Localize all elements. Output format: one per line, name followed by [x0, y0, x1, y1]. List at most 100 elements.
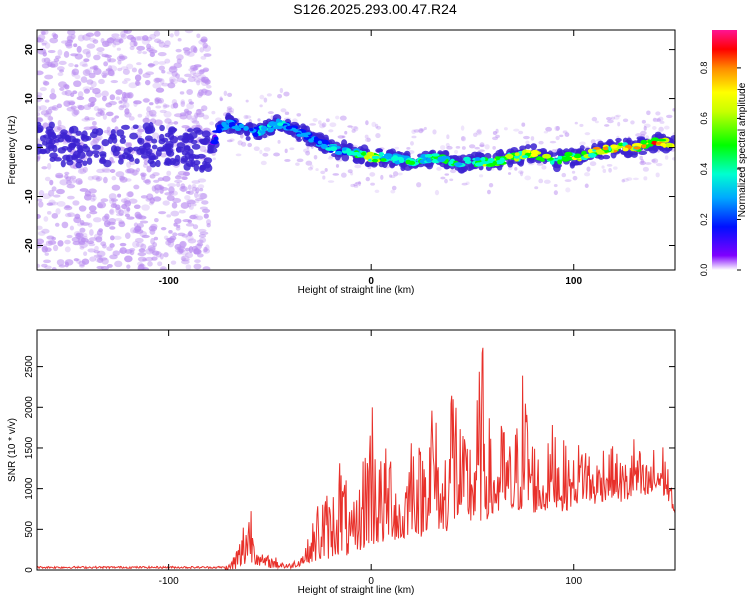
spectrogram-noise-blob: [354, 164, 362, 169]
spectrogram-noise-blob: [309, 164, 314, 170]
spectrogram-ridge-core: [313, 136, 319, 141]
spectrogram-noise-blob: [658, 126, 664, 132]
spectrogram-noise-blob: [73, 109, 80, 116]
spectrogram-noise-blob: [139, 263, 145, 267]
snr-x-axis-label: Height of straight line (km): [298, 585, 415, 596]
spectrogram-noise-blob: [89, 229, 94, 236]
spectrogram-noise-blob: [184, 73, 192, 78]
spectrogram-noise-blob: [524, 175, 532, 181]
spectrogram-noise-blob: [134, 74, 142, 82]
snr-y-tick-label: 2500: [24, 355, 35, 378]
spectrogram-noise-blob: [237, 140, 243, 146]
spectrogram-noise-blob: [71, 236, 81, 243]
spectrogram-noise-blob: [141, 35, 149, 41]
spectrogram-noise-blob: [284, 158, 291, 162]
spectrogram-noise-blob: [47, 240, 57, 245]
spectrogram-noise-blob: [56, 66, 65, 71]
spectrogram-noise-blob: [135, 81, 142, 86]
spectrogram-ridge-blob: [92, 144, 101, 151]
spectrogram-ridge-blob: [60, 159, 66, 168]
spectrogram-ridge-blob: [41, 140, 48, 146]
spectrogram-noise-blob: [445, 142, 450, 148]
spectrogram-noise-blob: [364, 137, 372, 143]
spectrogram-noise-blob: [128, 116, 135, 121]
spectrogram-ridge-blob: [110, 129, 116, 136]
spectrogram-noise-blob: [484, 144, 490, 150]
spectrogram-noise-blob: [162, 200, 170, 206]
spectrogram-noise-blob: [174, 175, 182, 180]
spectrogram-noise-blob: [147, 261, 153, 267]
spectrogram-noise-blob: [201, 88, 208, 96]
spectrogram-noise-blob: [167, 240, 175, 248]
spectrogram-noise-blob: [126, 191, 134, 198]
snr-y-tick-label: 500: [24, 521, 35, 538]
spectrogram-noise-blob: [656, 118, 661, 122]
spectrogram-noise-blob: [163, 104, 170, 108]
spectrogram-noise-blob: [199, 47, 205, 53]
spectrogram-noise-blob: [41, 228, 50, 234]
spectrogram-ridge-blob: [172, 158, 181, 166]
spectrogram-ridge-blob: [67, 145, 73, 153]
spectrogram-noise-blob: [149, 228, 156, 235]
spectrogram-noise-blob: [312, 118, 318, 122]
spectrogram-noise-blob: [263, 97, 268, 103]
spectrogram-noise-blob: [88, 243, 96, 247]
spectrogram-noise-blob: [168, 230, 173, 234]
spectrogram-noise-blob: [37, 230, 46, 236]
spectrogram-ridge-blob: [119, 138, 126, 144]
spectrogram-noise-blob: [57, 119, 62, 127]
spectrogram-noise-blob: [591, 116, 598, 122]
spectrogram-ridge-core: [514, 152, 520, 157]
spectrogram-ridge-blob: [73, 138, 81, 143]
spectrogram-noise-blob: [525, 140, 530, 145]
spectrogram-noise-blob: [640, 158, 645, 164]
spectrogram-noise-blob: [196, 239, 204, 244]
spectrogram-noise-blob: [177, 232, 186, 237]
spectrogram-ridge-blob: [201, 137, 210, 145]
spectrogram-noise-blob: [75, 232, 84, 238]
spectrogram-noise-blob: [179, 185, 188, 192]
spectrogram-noise-blob: [109, 243, 115, 248]
spectrogram-noise-blob: [86, 213, 92, 219]
spectrogram-noise-blob: [44, 176, 51, 182]
spectrogram-x-tick-label: -100: [159, 276, 179, 287]
spectrogram-ridge-core: [366, 151, 375, 157]
spectrogram-noise-blob: [37, 263, 41, 268]
spectrogram-noise-blob: [663, 125, 670, 130]
spectrogram-noise-blob: [455, 146, 461, 149]
spectrogram-noise-blob: [78, 240, 86, 246]
spectrogram-noise-blob: [118, 38, 124, 44]
spectrogram-noise-blob: [295, 162, 300, 166]
spectrogram-noise-blob: [188, 204, 194, 210]
spectrogram-ridge-blob: [134, 158, 140, 165]
spectrogram-noise-blob: [219, 97, 224, 101]
spectrogram-noise-blob: [418, 128, 424, 134]
spectrogram-noise-blob: [154, 119, 163, 126]
spectrogram-ridge-blob: [86, 157, 93, 165]
spectrogram-noise-blob: [67, 195, 75, 200]
spectrogram-noise-blob: [492, 145, 496, 150]
spectrogram-noise-blob: [133, 184, 140, 190]
snr-y-ticks: 0 500 1000 1500 2000 2500: [24, 355, 675, 573]
spectrogram-noise-blob: [74, 213, 81, 220]
spectrogram-noise-blob: [74, 64, 79, 68]
spectrogram-noise-blob: [131, 67, 138, 73]
spectrogram-noise-blob: [182, 171, 191, 177]
spectrogram-noise-blob: [73, 43, 78, 48]
spectrogram-noise-blob: [102, 244, 107, 249]
spectrogram-noise-blob: [64, 204, 71, 209]
spectrogram-ridge-core: [463, 156, 471, 162]
spectrogram-noise-blob: [87, 248, 96, 253]
spectrogram-ridge-blob: [652, 144, 659, 152]
spectrogram-noise-blob: [67, 30, 76, 36]
spectrogram-ridge-core: [383, 153, 393, 158]
spectrogram-noise-blob: [142, 267, 149, 270]
spectrogram-noise-blob: [89, 86, 94, 91]
spectrogram-ridge-blob: [341, 153, 350, 162]
spectrogram-noise-blob: [114, 115, 120, 119]
spectrogram-noise-blob: [166, 170, 172, 176]
spectrogram-noise-blob: [579, 123, 584, 127]
spectrogram-noise-blob: [111, 117, 117, 123]
spectrogram-noise-blob: [184, 30, 194, 34]
spectrogram-y-tick-label: 20: [24, 44, 35, 56]
